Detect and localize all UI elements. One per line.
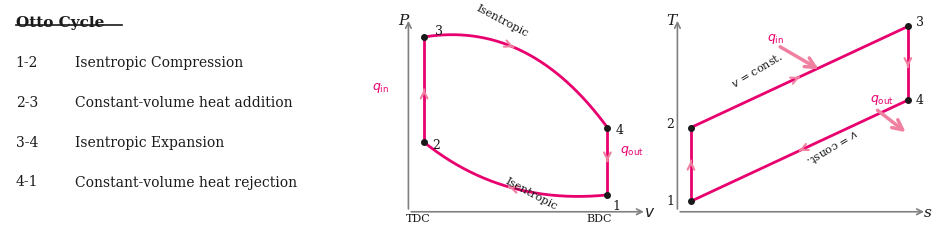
Text: Isentropic: Isentropic	[504, 176, 559, 212]
Text: Isentropic Expansion: Isentropic Expansion	[75, 136, 223, 150]
Text: s: s	[924, 206, 932, 220]
Text: 2: 2	[667, 117, 674, 131]
Text: Isentropic Compression: Isentropic Compression	[75, 56, 243, 70]
Text: T: T	[667, 14, 677, 28]
Text: BDC: BDC	[586, 214, 611, 224]
Text: 3: 3	[435, 25, 442, 38]
Text: 3-4: 3-4	[16, 136, 38, 150]
Text: 2-3: 2-3	[16, 96, 38, 110]
Text: 3: 3	[916, 16, 924, 29]
Text: $v$ = const.: $v$ = const.	[805, 128, 860, 168]
Text: Otto Cycle: Otto Cycle	[16, 16, 104, 30]
Text: Constant-volume heat rejection: Constant-volume heat rejection	[75, 176, 296, 190]
Text: 2: 2	[432, 139, 439, 152]
Text: Isentropic: Isentropic	[474, 3, 529, 39]
Text: $v$ = const.: $v$ = const.	[729, 50, 784, 90]
Text: 4-1: 4-1	[16, 176, 38, 190]
Text: TDC: TDC	[406, 214, 430, 224]
Text: $v$: $v$	[644, 206, 655, 220]
Text: Constant-volume heat addition: Constant-volume heat addition	[75, 96, 293, 110]
Text: $q_\mathrm{in}$: $q_\mathrm{in}$	[767, 32, 784, 46]
Text: $q_\mathrm{in}$: $q_\mathrm{in}$	[372, 81, 389, 95]
Text: 1: 1	[612, 200, 621, 213]
Text: 4: 4	[916, 94, 924, 107]
Text: 1-2: 1-2	[16, 56, 38, 70]
Text: 1: 1	[667, 195, 674, 208]
Text: $q_\mathrm{out}$: $q_\mathrm{out}$	[870, 93, 894, 107]
Text: P: P	[398, 14, 409, 28]
Text: $q_\mathrm{out}$: $q_\mathrm{out}$	[621, 144, 644, 158]
Text: 4: 4	[615, 124, 624, 137]
